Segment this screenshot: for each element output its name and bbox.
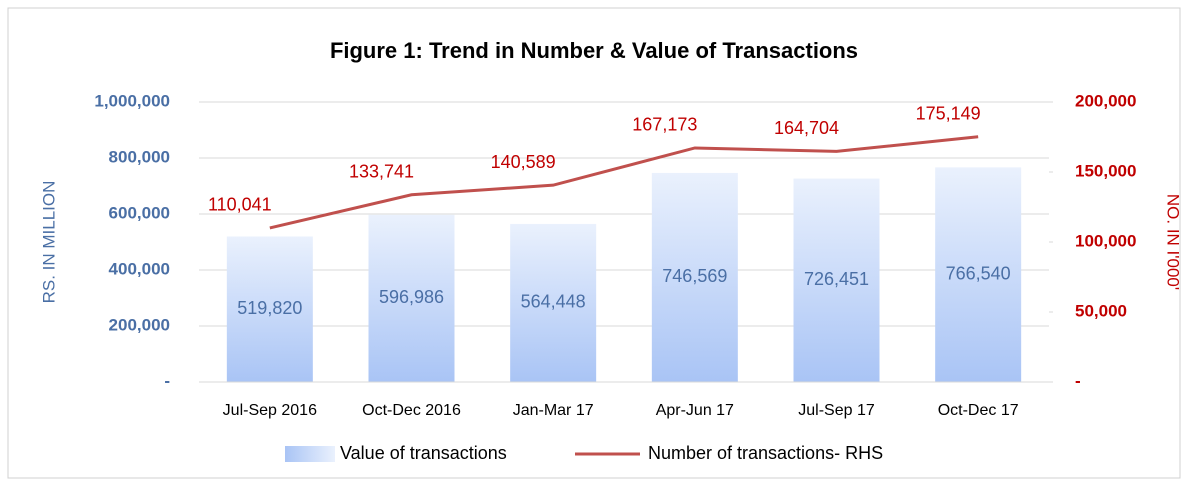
bar [510, 223, 597, 382]
legend-swatch [285, 446, 335, 462]
y-tick-label: - [164, 371, 170, 390]
bar-value-label: 766,540 [946, 263, 1011, 283]
y-tick-label: 400,000 [109, 259, 170, 278]
x-tick-label: Oct-Dec 17 [938, 402, 1019, 419]
bar-value-label: 596,986 [379, 287, 444, 307]
line [269, 135, 979, 230]
x-tick-label: Oct-Dec 2016 [362, 402, 461, 419]
x-tick-label: Jul-Sep 17 [798, 402, 875, 419]
y2-tick-label: 200,000 [1075, 91, 1136, 110]
bar [651, 172, 738, 382]
y-axis-label: RS. IN MILLION [39, 181, 58, 304]
y2-tick-label: 100,000 [1075, 231, 1136, 250]
bar [226, 236, 313, 382]
line-value-label: 140,589 [491, 152, 556, 172]
y2-tick-label: - [1075, 371, 1081, 390]
bar-value-label: 746,569 [662, 266, 727, 286]
y2-axis-label: NO. IN I'000' [1164, 194, 1183, 290]
x-tick-label: Jan-Mar 17 [513, 402, 594, 419]
legend-label: Number of transactions- RHS [648, 443, 883, 463]
bar [935, 167, 1022, 382]
line-value-label: 175,149 [916, 104, 981, 124]
y-tick-label: 200,000 [109, 315, 170, 334]
bar-value-label: 564,448 [521, 292, 586, 312]
y2-tick-label: 50,000 [1075, 301, 1127, 320]
bar [368, 214, 455, 382]
y-tick-label: 1,000,000 [94, 91, 170, 110]
line-value-label: 167,173 [632, 115, 697, 135]
y-tick-label: 600,000 [109, 203, 170, 222]
chart-title: Figure 1: Trend in Number & Value of Tra… [330, 38, 858, 63]
bar-value-label: 726,451 [804, 269, 869, 289]
line-value-label: 110,041 [208, 195, 272, 215]
x-tick-label: Apr-Jun 17 [656, 402, 734, 419]
line-value-label: 164,704 [774, 118, 839, 138]
bar-value-label: 519,820 [237, 298, 302, 318]
line-value-label: 133,741 [349, 162, 414, 182]
x-tick-label: Jul-Sep 2016 [223, 402, 317, 419]
y2-tick-label: 150,000 [1075, 161, 1136, 180]
bar [793, 178, 880, 382]
y-tick-label: 800,000 [109, 147, 170, 166]
legend-label: Value of transactions [340, 443, 507, 463]
